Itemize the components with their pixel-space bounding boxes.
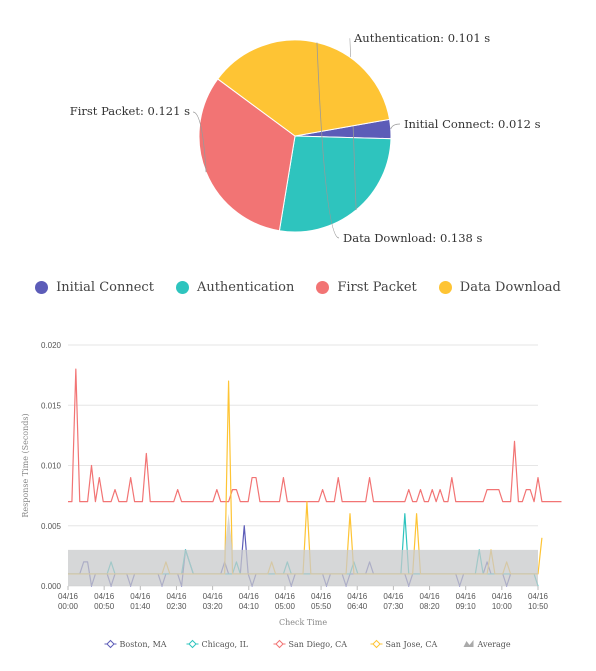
svg-text:San Diego, CA: San Diego, CA [289,640,348,649]
svg-text:San Jose, CA: San Jose, CA [386,640,438,649]
pie-label: Data Download: 0.138 s [343,231,483,245]
x-tick-time: 05:50 [311,602,332,611]
x-tick-date: 04/16 [239,592,260,601]
x-tick-date: 04/16 [58,592,79,601]
legend-item-first-packet[interactable]: First Packet [316,279,417,295]
line-chart: 0.0000.0050.0100.0150.02004/1600:0004/16… [21,341,562,649]
x-axis-title: Check Time [279,618,327,627]
legend-item-initial-connect[interactable]: Initial Connect [35,280,154,295]
pie-leader-line [390,123,401,130]
x-tick-time: 04:10 [239,602,260,611]
x-tick-time: 09:10 [456,602,477,611]
x-tick-date: 04/16 [456,592,477,601]
legend-label: Authentication [196,279,295,295]
y-tick-label: 0.000 [41,582,62,591]
legend-dot [316,280,330,294]
x-tick-time: 05:00 [275,602,296,611]
legend-item-authentication[interactable]: Authentication [175,279,295,295]
x-tick-time: 10:50 [528,602,549,611]
pie-chart: Initial Connect: 0.012 s Authentication: … [70,31,541,245]
series-average[interactable] [68,513,538,586]
x-tick-date: 04/16 [166,592,187,601]
svg-text:Chicago, IL: Chicago, IL [202,640,249,649]
pie-slice-authentication[interactable] [278,135,392,233]
x-tick-date: 04/16 [528,592,549,601]
legend-label: First Packet [337,279,417,295]
x-tick-time: 06:40 [347,602,368,611]
pie-label: First Packet: 0.121 s [70,104,190,118]
pie-label: Initial Connect: 0.012 s [404,117,541,131]
x-tick-time: 07:30 [383,602,404,611]
pie-label: Authentication: 0.101 s [353,31,490,45]
y-tick-label: 0.005 [41,522,62,531]
legend-dot [175,280,189,294]
svg-text:Boston, MA: Boston, MA [120,640,167,649]
pie-leader-line [316,42,340,239]
x-tick-date: 04/16 [383,592,404,601]
x-tick-time: 02:30 [166,602,187,611]
series-san-diego-ca[interactable] [68,368,562,503]
x-tick-time: 00:50 [94,602,115,611]
pie-leader-line [192,111,207,173]
y-axis-title: Response Time (Seconds) [21,413,30,517]
x-tick-time: 00:00 [58,602,79,611]
x-tick-date: 04/16 [420,592,441,601]
line-legend-item[interactable]: San Jose, CA [370,639,438,649]
x-tick-date: 04/16 [130,592,151,601]
x-tick-date: 04/16 [311,592,332,601]
x-tick-date: 04/16 [275,592,296,601]
legend-item-data-download[interactable]: Data Download [438,279,561,295]
legend-dot [35,280,49,294]
x-tick-time: 01:40 [130,602,151,611]
line-legend-item[interactable]: Boston, MA [104,639,167,649]
x-tick-date: 04/16 [203,592,224,601]
pie-legend: Initial Connect Authentication First Packe… [0,275,596,299]
x-tick-date: 04/16 [94,592,115,601]
x-tick-time: 10:00 [492,602,513,611]
x-tick-date: 04/16 [347,592,368,601]
x-tick-time: 08:20 [420,602,441,611]
legend-label: Initial Connect [56,279,154,295]
line-legend-item[interactable]: Chicago, IL [186,639,249,649]
y-tick-label: 0.020 [41,341,62,350]
svg-text:Average: Average [477,640,511,649]
line-legend-item[interactable]: San Diego, CA [273,639,348,649]
y-tick-label: 0.015 [41,401,62,410]
legend-dot [438,280,452,294]
legend-label: Data Download [459,279,561,295]
y-tick-label: 0.010 [41,462,62,471]
x-tick-date: 04/16 [492,592,513,601]
series-san-jose-ca[interactable] [68,380,543,575]
line-legend-item[interactable]: Average [463,640,511,649]
x-tick-time: 03:20 [203,602,224,611]
